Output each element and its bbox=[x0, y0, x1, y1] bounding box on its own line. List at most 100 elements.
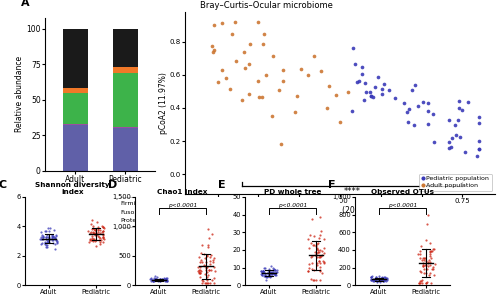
Point bbox=[371, 84, 379, 89]
Point bbox=[210, 269, 218, 273]
Point bbox=[416, 278, 424, 283]
Point bbox=[376, 278, 384, 283]
Point bbox=[367, 277, 375, 282]
Point bbox=[260, 266, 268, 271]
Point bbox=[367, 275, 375, 279]
Point bbox=[418, 278, 426, 283]
Point bbox=[270, 267, 278, 272]
Point bbox=[318, 259, 326, 263]
Point bbox=[424, 121, 432, 126]
Point bbox=[418, 281, 426, 285]
Point bbox=[270, 54, 278, 59]
Point bbox=[195, 268, 203, 272]
Point bbox=[416, 279, 424, 283]
Point bbox=[48, 233, 56, 238]
Point bbox=[98, 238, 106, 243]
Text: A: A bbox=[21, 0, 29, 9]
Point bbox=[378, 276, 386, 281]
Point bbox=[310, 234, 318, 238]
Point bbox=[414, 252, 422, 256]
Point bbox=[92, 238, 100, 243]
Point bbox=[260, 273, 268, 278]
Point bbox=[150, 277, 158, 282]
Point bbox=[267, 273, 275, 278]
Point bbox=[426, 249, 434, 253]
Point bbox=[259, 269, 267, 274]
Point bbox=[306, 262, 314, 267]
Point bbox=[475, 146, 483, 151]
Point bbox=[258, 270, 266, 275]
Point bbox=[196, 250, 204, 255]
Point bbox=[38, 234, 46, 239]
Point bbox=[152, 277, 160, 282]
Point bbox=[208, 258, 216, 263]
Point bbox=[378, 275, 386, 280]
Point bbox=[203, 254, 211, 259]
Point bbox=[205, 267, 213, 272]
Point bbox=[314, 242, 322, 246]
Point bbox=[86, 230, 94, 235]
Point bbox=[100, 228, 108, 233]
Point bbox=[43, 239, 51, 244]
Point bbox=[369, 277, 377, 281]
Point bbox=[42, 240, 50, 245]
Point bbox=[308, 255, 316, 259]
Point bbox=[162, 277, 170, 281]
Point bbox=[52, 239, 60, 244]
Point bbox=[96, 236, 104, 240]
Legend: Pediatric population, Adult population: Pediatric population, Adult population bbox=[419, 173, 492, 191]
Text: Bray–Curtis–Ocular microbiome: Bray–Curtis–Ocular microbiome bbox=[200, 1, 334, 10]
Point bbox=[206, 255, 214, 259]
Point bbox=[378, 276, 386, 281]
Point bbox=[156, 277, 164, 282]
Point bbox=[50, 235, 58, 240]
Point bbox=[100, 225, 108, 230]
Point bbox=[383, 278, 391, 283]
Point bbox=[88, 237, 96, 242]
Point bbox=[424, 261, 432, 266]
Point bbox=[90, 227, 98, 232]
Point bbox=[156, 277, 164, 281]
Title: Shannon diversity
index: Shannon diversity index bbox=[35, 182, 110, 195]
Point bbox=[376, 279, 384, 284]
Point bbox=[194, 268, 202, 273]
Point bbox=[306, 232, 314, 237]
Point bbox=[367, 94, 375, 98]
Point bbox=[150, 277, 158, 282]
Point bbox=[162, 275, 170, 280]
Point bbox=[218, 21, 226, 25]
Point bbox=[89, 226, 97, 231]
Point bbox=[94, 225, 102, 229]
Point bbox=[96, 227, 104, 232]
Point bbox=[378, 275, 386, 280]
Point bbox=[91, 231, 99, 236]
Point bbox=[210, 260, 218, 264]
Point bbox=[308, 253, 316, 258]
Text: F: F bbox=[328, 180, 336, 190]
Point bbox=[266, 270, 274, 275]
Bar bbox=[62, 93, 88, 124]
Point bbox=[246, 41, 254, 46]
Point bbox=[312, 278, 320, 282]
Point bbox=[196, 265, 203, 270]
Point bbox=[40, 234, 48, 239]
Point bbox=[318, 249, 326, 254]
Point bbox=[158, 277, 166, 282]
Point bbox=[270, 268, 278, 272]
Point bbox=[44, 225, 52, 230]
Point bbox=[308, 240, 316, 245]
Point bbox=[222, 76, 230, 81]
Point bbox=[202, 280, 209, 285]
Point bbox=[94, 230, 102, 235]
Point bbox=[206, 280, 214, 285]
Point bbox=[88, 218, 96, 223]
Point bbox=[368, 278, 376, 282]
Point bbox=[414, 104, 422, 109]
Text: p<0.0001: p<0.0001 bbox=[168, 203, 197, 208]
Point bbox=[370, 277, 378, 282]
Point bbox=[51, 241, 59, 246]
Point bbox=[258, 273, 266, 278]
Point bbox=[37, 230, 45, 235]
Point bbox=[464, 100, 472, 104]
Point bbox=[163, 276, 171, 281]
